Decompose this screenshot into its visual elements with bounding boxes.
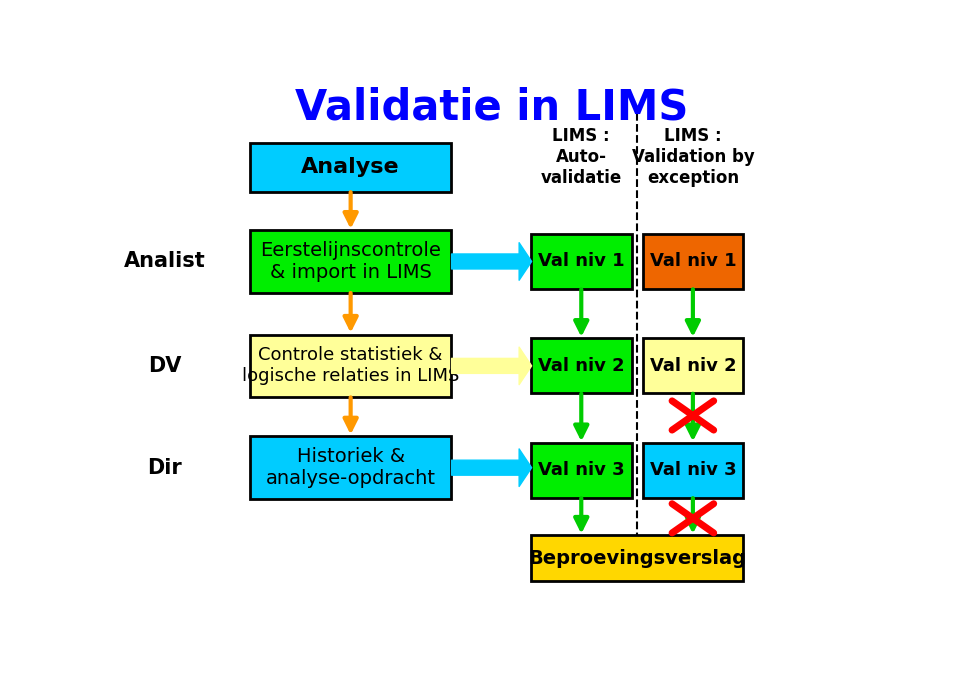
- FancyBboxPatch shape: [642, 443, 743, 498]
- FancyBboxPatch shape: [531, 338, 632, 393]
- Text: Eerstelijnscontrole
& import in LIMS: Eerstelijnscontrole & import in LIMS: [260, 241, 441, 282]
- Text: Beproevingsverslag: Beproevingsverslag: [528, 549, 746, 567]
- Text: Val niv 3: Val niv 3: [650, 461, 736, 479]
- Text: LIMS :
Auto-
validatie: LIMS : Auto- validatie: [540, 127, 622, 187]
- Text: Val niv 2: Val niv 2: [650, 357, 736, 375]
- Text: Val niv 1: Val niv 1: [650, 252, 736, 271]
- FancyBboxPatch shape: [251, 230, 451, 293]
- Text: Controle statistiek &
logische relaties in LIMS: Controle statistiek & logische relaties …: [242, 346, 459, 385]
- Text: Val niv 1: Val niv 1: [538, 252, 625, 271]
- FancyBboxPatch shape: [642, 338, 743, 393]
- FancyBboxPatch shape: [531, 234, 632, 289]
- FancyBboxPatch shape: [642, 234, 743, 289]
- FancyBboxPatch shape: [251, 142, 451, 193]
- Text: Analyse: Analyse: [301, 157, 400, 178]
- FancyBboxPatch shape: [531, 534, 743, 582]
- Text: Dir: Dir: [147, 458, 182, 478]
- Text: Val niv 2: Val niv 2: [538, 357, 625, 375]
- Text: DV: DV: [148, 356, 181, 376]
- FancyBboxPatch shape: [251, 334, 451, 397]
- Text: Validatie in LIMS: Validatie in LIMS: [296, 87, 688, 128]
- FancyBboxPatch shape: [531, 443, 632, 498]
- Text: Val niv 3: Val niv 3: [538, 461, 625, 479]
- FancyBboxPatch shape: [251, 437, 451, 499]
- Text: LIMS :
Validation by
exception: LIMS : Validation by exception: [632, 127, 755, 187]
- Text: Historiek &
analyse-opdracht: Historiek & analyse-opdracht: [266, 447, 436, 488]
- Text: Analist: Analist: [124, 252, 205, 271]
